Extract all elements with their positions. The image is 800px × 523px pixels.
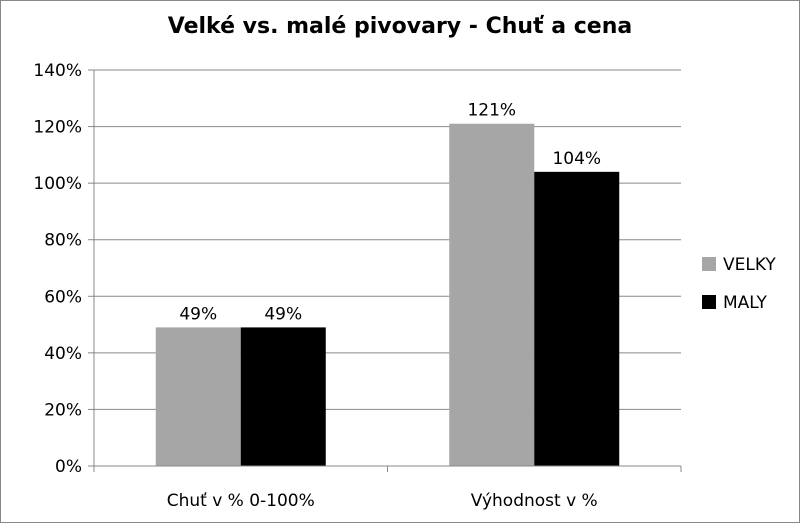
data-label: 49% xyxy=(179,304,217,324)
x-category-label: Výhodnost v % xyxy=(471,491,598,511)
x-axis-categories: Chuť v % 0-100% Výhodnost v % xyxy=(167,491,598,511)
y-tick-label: 20% xyxy=(44,400,82,420)
data-label: 121% xyxy=(467,101,516,121)
y-tick-label: 60% xyxy=(44,287,82,307)
bars xyxy=(155,123,620,467)
axes xyxy=(93,70,682,472)
y-tick-label: 0% xyxy=(55,457,82,477)
y-tick-label: 120% xyxy=(33,118,82,138)
y-tick-label: 80% xyxy=(44,231,82,251)
y-tick-label: 40% xyxy=(44,344,82,364)
bar-velky xyxy=(155,327,241,466)
data-label: 104% xyxy=(552,149,601,169)
bar-maly xyxy=(240,327,326,466)
legend-swatch-maly xyxy=(702,295,716,309)
y-tick-label: 100% xyxy=(33,174,82,194)
y-axis-ticks: 0% 20% 40% 60% 80% 100% 120% 140% xyxy=(33,61,82,477)
legend: VELKY MALY xyxy=(702,255,776,313)
data-label: 49% xyxy=(264,304,302,324)
y-tick-label: 140% xyxy=(33,61,82,81)
legend-label-velky: VELKY xyxy=(723,255,776,275)
bar-velky xyxy=(449,123,535,466)
legend-swatch-velky xyxy=(702,257,716,271)
x-category-label: Chuť v % 0-100% xyxy=(167,491,315,511)
bar-maly xyxy=(534,171,620,467)
chart-title: Velké vs. malé pivovary - Chuť a cena xyxy=(167,14,633,39)
data-labels: 49% 49% 121% 104% xyxy=(179,101,601,325)
legend-label-maly: MALY xyxy=(723,293,768,313)
